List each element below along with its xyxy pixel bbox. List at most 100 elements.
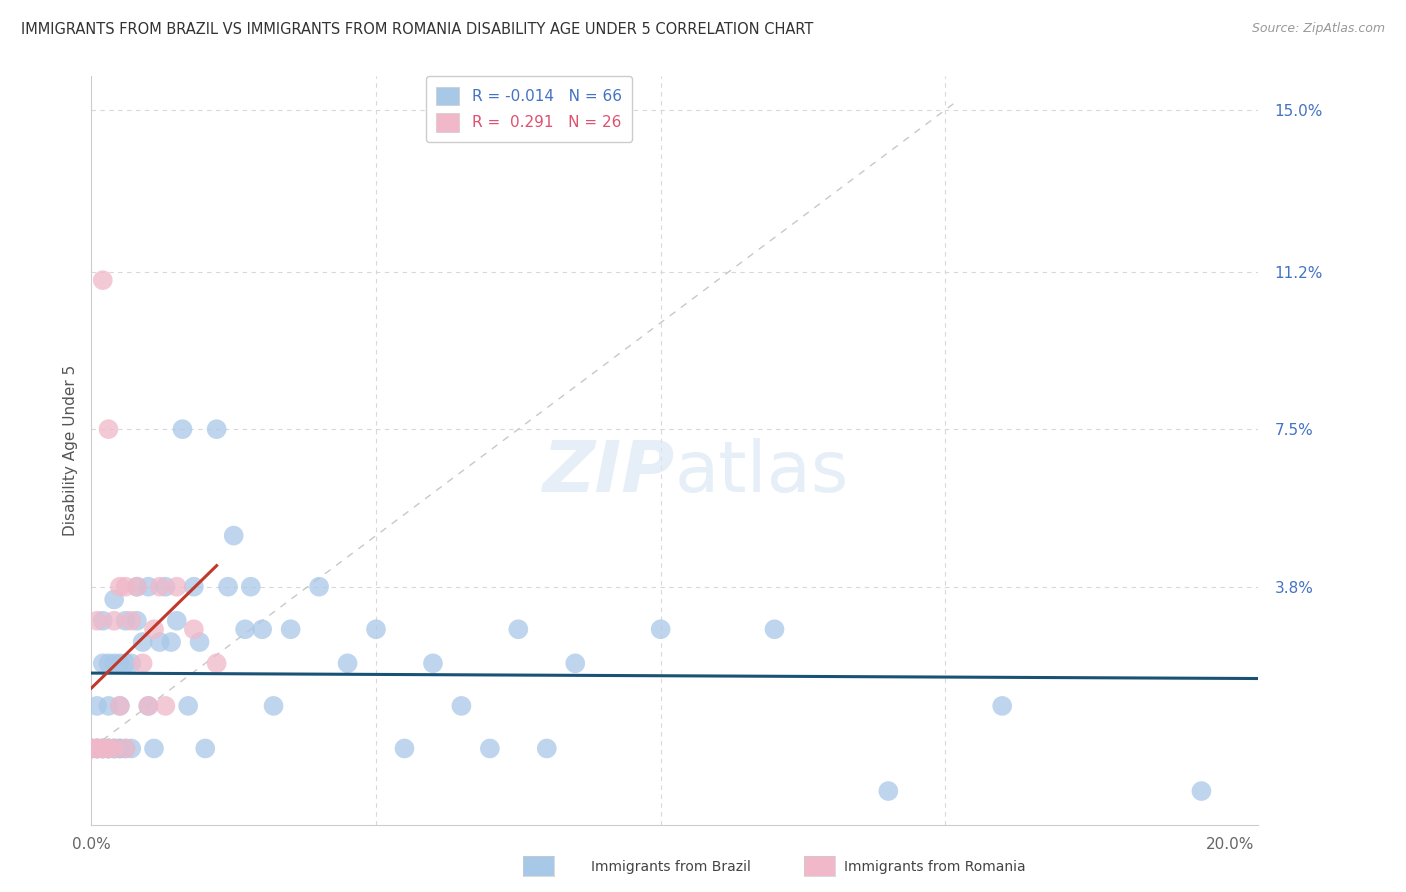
Point [136, 580, 159, 594]
Point [172, 422, 194, 436]
Point [108, 741, 131, 756]
Point [650, 622, 672, 636]
Point [280, 622, 302, 636]
Y-axis label: Disability Age Under 5: Disability Age Under 5 [62, 365, 77, 536]
Point [131, 657, 153, 671]
Point [422, 657, 444, 671]
Text: Immigrants from Romania: Immigrants from Romania [844, 860, 1025, 874]
Text: atlas: atlas [675, 439, 849, 508]
Point [91, 273, 114, 287]
Point [97, 422, 120, 436]
Point [155, 698, 177, 713]
Text: Immigrants from Brazil: Immigrants from Brazil [591, 860, 751, 874]
Point [103, 614, 125, 628]
Point [160, 635, 183, 649]
Point [86, 741, 108, 756]
Point [80, 741, 103, 756]
Point [478, 741, 501, 756]
Point [97, 741, 120, 756]
Point [103, 592, 125, 607]
Point [91, 741, 114, 756]
Point [205, 422, 228, 436]
Point [239, 580, 262, 594]
Point [188, 635, 211, 649]
Point [114, 741, 136, 756]
Point [166, 580, 188, 594]
Point [149, 580, 172, 594]
Point [86, 741, 108, 756]
Point [1191, 784, 1213, 798]
Point [155, 580, 177, 594]
Point [91, 614, 114, 628]
Point [86, 741, 108, 756]
Point [250, 622, 273, 636]
Text: ZIP: ZIP [543, 439, 675, 508]
Point [763, 622, 786, 636]
Point [136, 698, 159, 713]
Point [131, 635, 153, 649]
Point [177, 698, 200, 713]
Point [114, 657, 136, 671]
Point [222, 528, 245, 542]
Point [103, 741, 125, 756]
Point [91, 741, 114, 756]
Point [97, 657, 120, 671]
Point [877, 784, 900, 798]
Point [125, 614, 148, 628]
Point [564, 657, 586, 671]
Point [120, 614, 142, 628]
Point [86, 741, 108, 756]
Point [233, 622, 256, 636]
Point [536, 741, 558, 756]
Point [394, 741, 416, 756]
Point [103, 741, 125, 756]
Point [263, 698, 285, 713]
Point [143, 622, 166, 636]
Point [108, 741, 131, 756]
Point [91, 741, 114, 756]
Point [91, 741, 114, 756]
Point [183, 622, 205, 636]
Point [114, 614, 136, 628]
Point [103, 741, 125, 756]
Point [108, 657, 131, 671]
Point [80, 741, 103, 756]
Point [86, 741, 108, 756]
Point [136, 698, 159, 713]
Point [86, 614, 108, 628]
Point [97, 741, 120, 756]
Point [194, 741, 217, 756]
Point [91, 657, 114, 671]
Point [80, 741, 103, 756]
Point [183, 580, 205, 594]
Point [125, 580, 148, 594]
Point [114, 580, 136, 594]
Text: Source: ZipAtlas.com: Source: ZipAtlas.com [1251, 22, 1385, 36]
Point [108, 698, 131, 713]
Text: IMMIGRANTS FROM BRAZIL VS IMMIGRANTS FROM ROMANIA DISABILITY AGE UNDER 5 CORRELA: IMMIGRANTS FROM BRAZIL VS IMMIGRANTS FRO… [21, 22, 814, 37]
Point [166, 614, 188, 628]
Point [143, 741, 166, 756]
Point [125, 580, 148, 594]
Point [114, 741, 136, 756]
Point [308, 580, 330, 594]
Point [108, 580, 131, 594]
Point [450, 698, 472, 713]
Point [108, 698, 131, 713]
Point [205, 657, 228, 671]
Point [508, 622, 530, 636]
Legend: R = -0.014   N = 66, R =  0.291   N = 26: R = -0.014 N = 66, R = 0.291 N = 26 [426, 76, 633, 142]
Point [336, 657, 359, 671]
Point [97, 741, 120, 756]
Point [80, 741, 103, 756]
Point [120, 741, 142, 756]
Point [103, 657, 125, 671]
Point [364, 622, 387, 636]
Point [149, 635, 172, 649]
Point [217, 580, 239, 594]
Point [97, 741, 120, 756]
Point [97, 698, 120, 713]
Point [991, 698, 1014, 713]
Point [120, 657, 142, 671]
Point [86, 698, 108, 713]
